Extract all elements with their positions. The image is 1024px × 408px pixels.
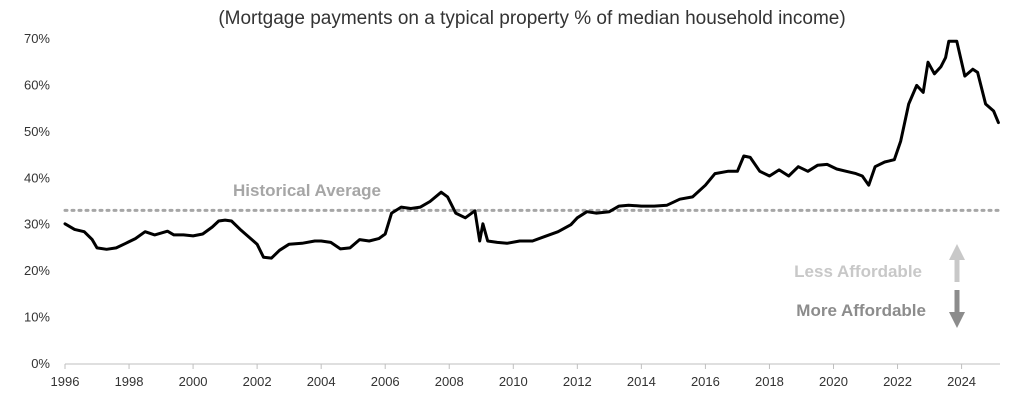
affordability-line bbox=[63, 39, 1000, 260]
y-tick-label: 40% bbox=[24, 170, 50, 185]
y-tick-label: 70% bbox=[24, 31, 50, 46]
y-tick-label: 30% bbox=[24, 217, 50, 232]
x-tick-label: 2016 bbox=[691, 374, 720, 389]
axes: 0% 10% 20% 30% 40% 50% 60% 70% 1996 1998 2000 2002 2… bbox=[24, 31, 1000, 389]
x-tick-label: 2018 bbox=[755, 374, 784, 389]
down-arrow-icon bbox=[949, 290, 965, 328]
x-tick-label: 1996 bbox=[51, 374, 80, 389]
x-tick-label: 1998 bbox=[115, 374, 144, 389]
y-tick-label: 20% bbox=[24, 263, 50, 278]
up-arrow-icon bbox=[949, 244, 965, 282]
x-tick-label: 2014 bbox=[627, 374, 656, 389]
x-tick-label: 2000 bbox=[179, 374, 208, 389]
y-tick-label: 60% bbox=[24, 77, 50, 92]
x-tick-label: 2006 bbox=[371, 374, 400, 389]
less-affordable-label: Less Affordable bbox=[794, 262, 922, 281]
x-tick-label: 2010 bbox=[499, 374, 528, 389]
x-tick-label: 2020 bbox=[819, 374, 848, 389]
y-tick-label: 10% bbox=[24, 310, 50, 325]
x-tick-label: 2002 bbox=[243, 374, 272, 389]
x-tick-label: 2004 bbox=[307, 374, 336, 389]
x-tick-label: 2012 bbox=[563, 374, 592, 389]
chart-subtitle: (Mortgage payments on a typical property… bbox=[218, 8, 845, 29]
series-group bbox=[63, 39, 1000, 260]
y-tick-label: 0% bbox=[31, 356, 50, 371]
y-tick-label: 50% bbox=[24, 124, 50, 139]
x-tick-label: 2022 bbox=[883, 374, 912, 389]
more-affordable-label: More Affordable bbox=[796, 301, 926, 320]
historical-average-label: Historical Average bbox=[233, 181, 381, 200]
x-tick-label: 2008 bbox=[435, 374, 464, 389]
x-tick-label: 2024 bbox=[947, 374, 976, 389]
